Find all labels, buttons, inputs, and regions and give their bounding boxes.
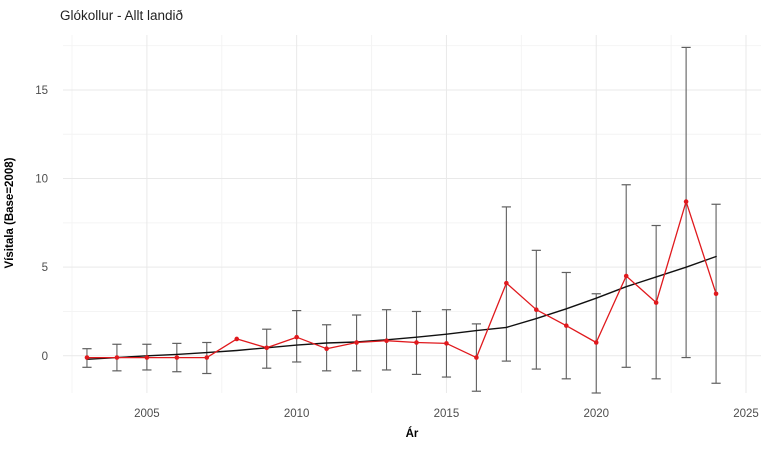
data-point bbox=[264, 345, 270, 351]
trend-line bbox=[86, 255, 717, 360]
data-point bbox=[444, 341, 449, 346]
data-point bbox=[534, 307, 539, 313]
y-tick-label: 10 bbox=[35, 174, 48, 186]
data-point bbox=[414, 340, 419, 345]
data-point bbox=[114, 355, 120, 360]
data-point bbox=[653, 300, 659, 305]
x-tick-label: 2010 bbox=[284, 408, 310, 420]
data-point bbox=[623, 273, 629, 279]
x-tick-label: 2015 bbox=[434, 408, 460, 420]
x-axis-title: Ár bbox=[405, 428, 419, 440]
x-tick-label: 2005 bbox=[134, 408, 160, 420]
x-tick-label: 2020 bbox=[583, 408, 609, 420]
data-point bbox=[324, 346, 329, 351]
data-point bbox=[683, 199, 689, 204]
data-point bbox=[174, 355, 180, 360]
data-point bbox=[504, 280, 509, 286]
index-line bbox=[87, 200, 717, 359]
data-point bbox=[474, 355, 479, 360]
y-tick-label: 15 bbox=[35, 85, 48, 97]
data-point bbox=[84, 355, 90, 360]
data-point bbox=[294, 334, 299, 340]
y-tick-label: 5 bbox=[42, 262, 48, 274]
data-point bbox=[144, 355, 150, 360]
chart-title: Glókollur - Allt landið bbox=[60, 8, 184, 23]
y-tick-label: 0 bbox=[42, 351, 48, 363]
data-point bbox=[593, 340, 599, 345]
data-point bbox=[354, 340, 359, 345]
y-axis-title: Vísitala (Base=2008) bbox=[4, 157, 16, 269]
data-point bbox=[713, 291, 719, 297]
data-point bbox=[384, 338, 389, 344]
data-point bbox=[204, 355, 210, 360]
x-tick-label: 2025 bbox=[733, 408, 759, 420]
data-point bbox=[563, 323, 569, 328]
data-point bbox=[234, 336, 240, 342]
